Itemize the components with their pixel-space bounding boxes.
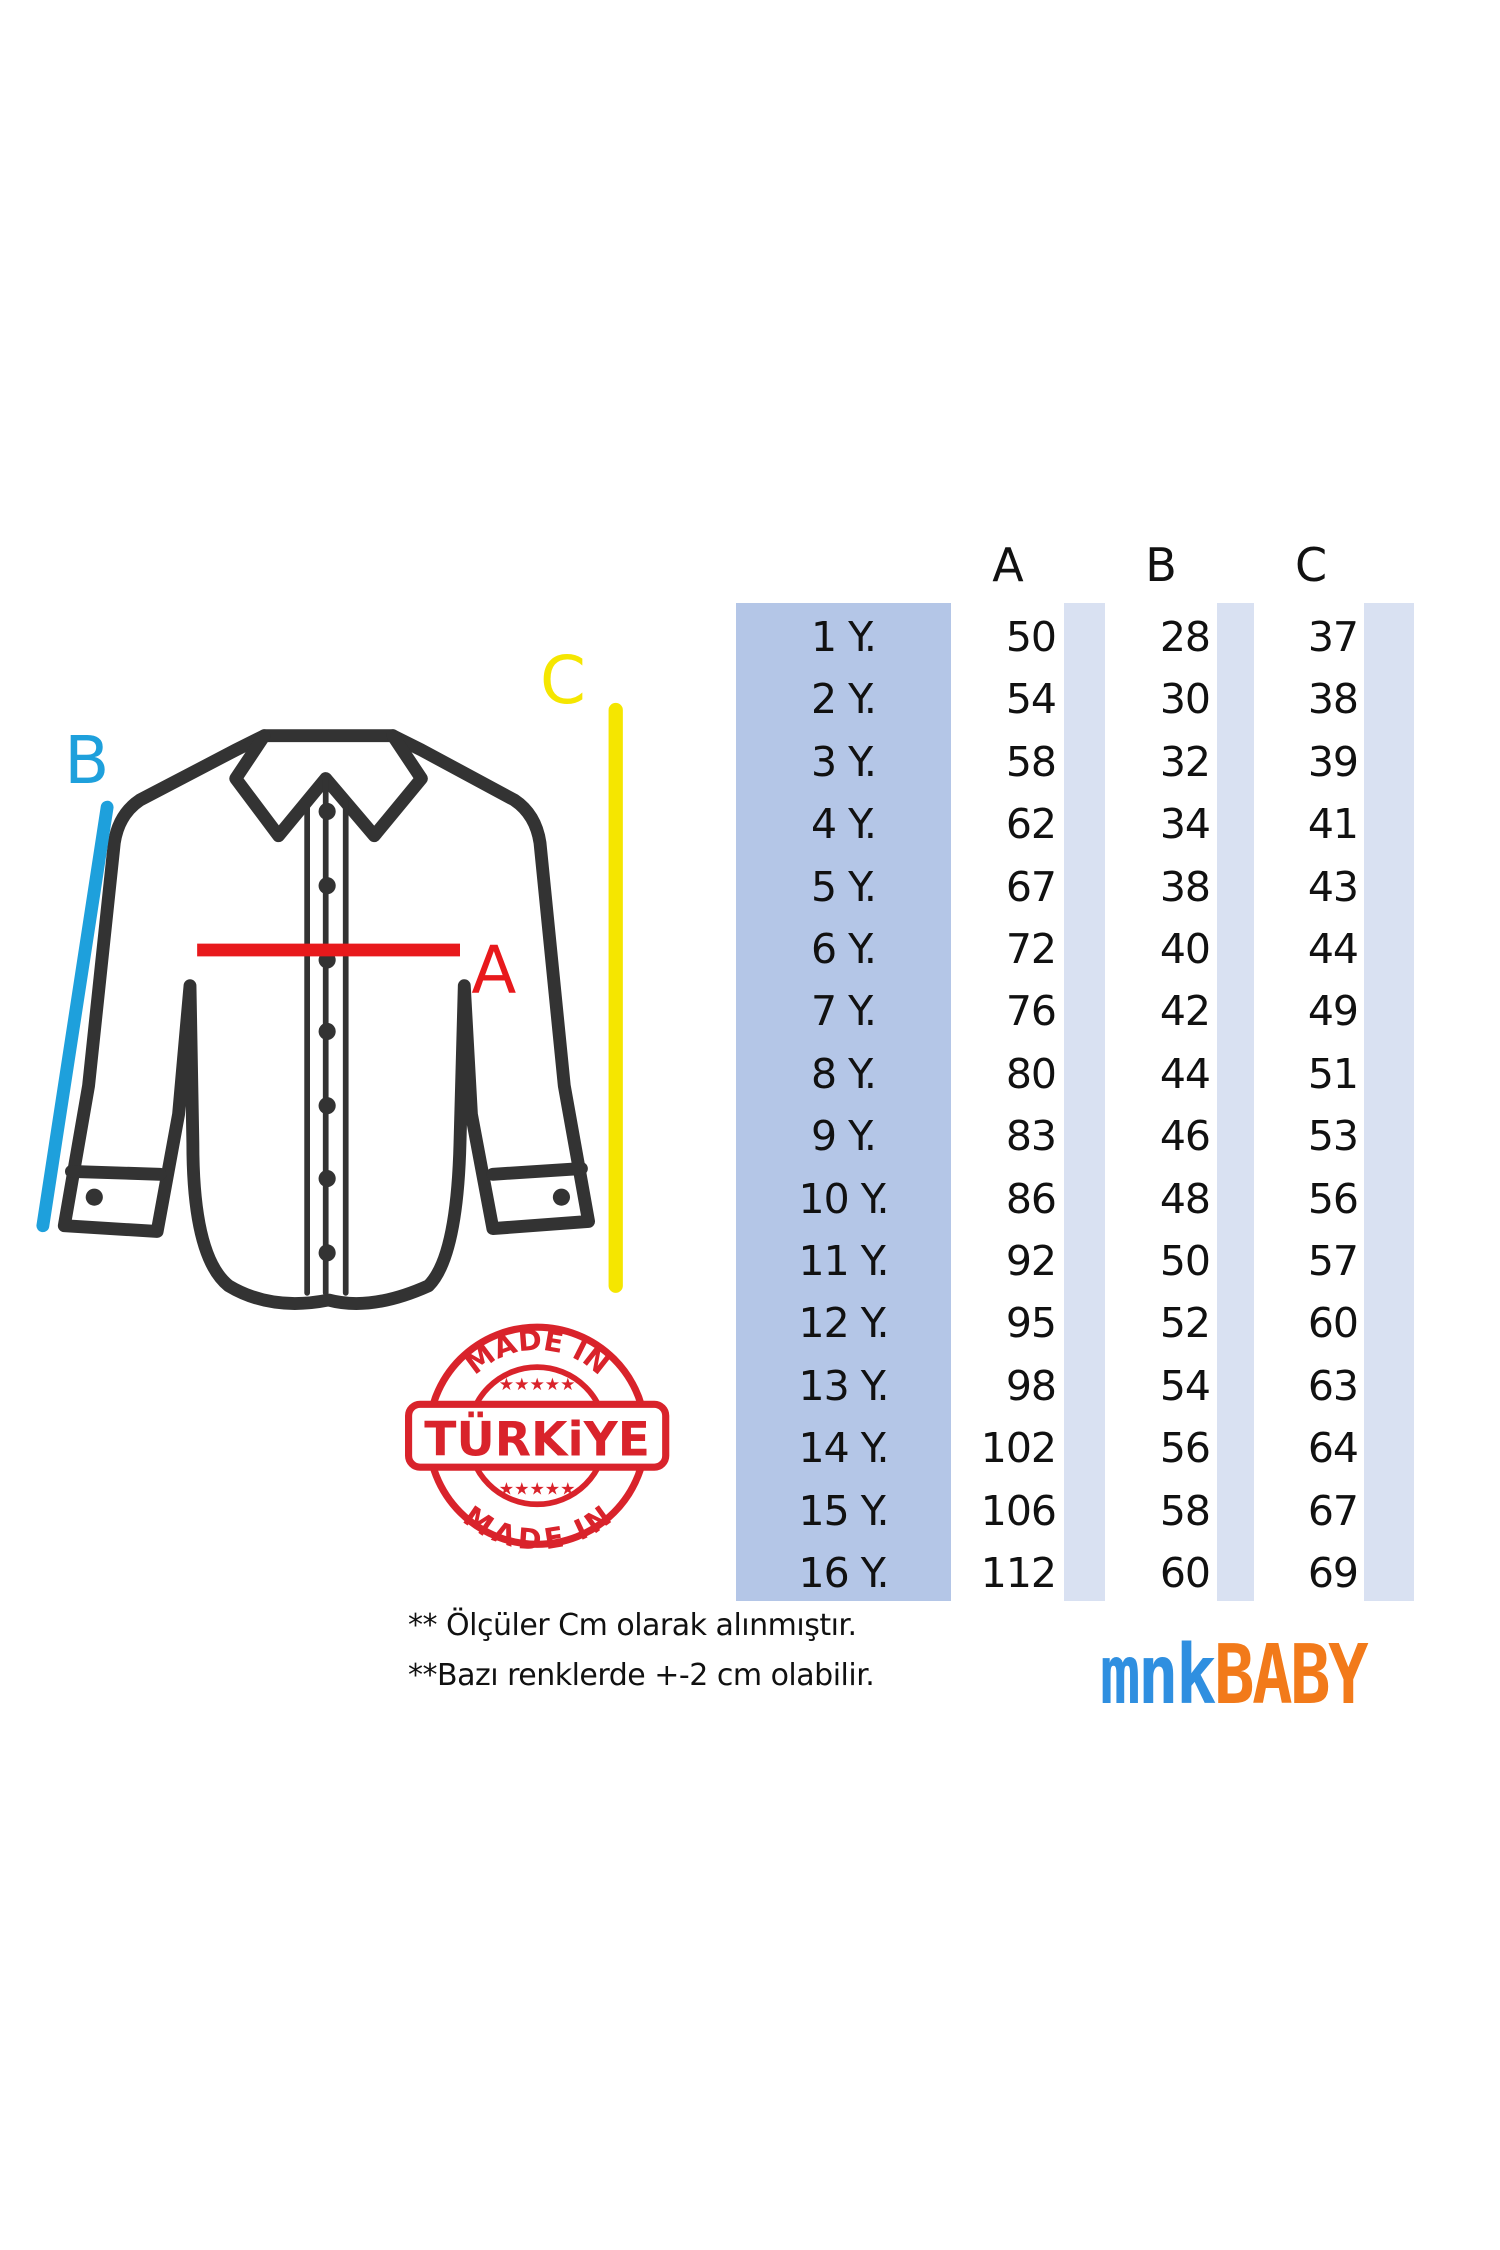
measure-c: 63: [1307, 1361, 1359, 1410]
shirt-outline: [57, 729, 595, 1310]
measure-a: 98: [1005, 1361, 1057, 1410]
measure-c: 53: [1307, 1112, 1359, 1161]
measure-b: 32: [1159, 737, 1211, 786]
measure-a: 54: [1005, 675, 1057, 724]
measure-c: 67: [1307, 1486, 1359, 1535]
measure-a: 80: [1005, 1049, 1057, 1098]
svg-text:★★★★★: ★★★★★: [499, 1479, 576, 1499]
measure-a: 95: [1005, 1299, 1057, 1348]
measure-a: 62: [1005, 800, 1057, 849]
measure-a: 106: [980, 1486, 1057, 1535]
measure-c: 38: [1307, 675, 1359, 724]
measure-b: 44: [1159, 1049, 1211, 1098]
measure-line-b: [36, 800, 114, 1233]
column-stripe: [1364, 603, 1414, 1601]
measure-a: 76: [1005, 987, 1057, 1036]
measure-c: 64: [1307, 1424, 1359, 1473]
size-label: 2 Y.: [811, 675, 877, 724]
measure-b: 58: [1159, 1486, 1211, 1535]
size-label: 1 Y.: [811, 613, 877, 661]
brand-logo: MNKBABY: [1100, 1628, 1369, 1723]
header-c: C: [1294, 538, 1328, 592]
measure-b: 34: [1159, 800, 1211, 849]
svg-text:★★★★★: ★★★★★: [499, 1375, 576, 1395]
measure-b: 48: [1159, 1174, 1211, 1223]
label-a: A: [471, 933, 516, 1009]
measure-c: 41: [1307, 800, 1359, 849]
label-c: C: [540, 643, 586, 719]
measure-b: 50: [1159, 1237, 1211, 1285]
measure-c: 51: [1307, 1049, 1359, 1098]
size-label: 10 Y.: [798, 1174, 890, 1223]
measure-a: 67: [1005, 862, 1057, 911]
svg-text:TÜRKiYE: TÜRKiYE: [424, 1411, 650, 1468]
made-in-turkiye-badge: MADE IN MADE IN ★★★★★ ★★★★★ TÜRKiYE: [405, 1322, 670, 1556]
measure-c: 44: [1307, 925, 1359, 973]
size-label: 12 Y.: [798, 1299, 890, 1348]
size-label: 9 Y.: [811, 1112, 877, 1161]
measure-b: 46: [1159, 1112, 1211, 1161]
measure-b: 38: [1159, 862, 1211, 911]
size-label: 7 Y.: [811, 987, 877, 1036]
size-label: 15 Y.: [798, 1486, 890, 1535]
note-units: ** Ölçüler Cm olarak alınmıştır.: [408, 1608, 857, 1643]
label-b: B: [64, 723, 109, 799]
column-stripe: [1064, 603, 1105, 1601]
size-label: 11 Y.: [798, 1237, 890, 1285]
header-b: B: [1145, 538, 1177, 592]
size-column-bg: [736, 603, 951, 1601]
measure-c: 69: [1307, 1549, 1359, 1597]
size-label: 14 Y.: [798, 1424, 890, 1473]
header-a: A: [992, 538, 1024, 592]
measure-a: 86: [1005, 1174, 1057, 1223]
measure-a: 58: [1005, 737, 1057, 786]
size-label: 5 Y.: [811, 862, 877, 911]
measure-b: 42: [1159, 987, 1211, 1036]
measure-b: 40: [1159, 925, 1211, 973]
measure-b: 52: [1159, 1299, 1211, 1348]
measure-b: 60: [1159, 1549, 1211, 1597]
size-label: 16 Y.: [798, 1549, 890, 1597]
measure-a: 102: [980, 1424, 1057, 1473]
measure-a: 50: [1005, 613, 1057, 661]
svg-text:MADE IN: MADE IN: [458, 1322, 616, 1381]
measure-c: 43: [1307, 862, 1359, 911]
size-label: 4 Y.: [811, 800, 877, 849]
measure-b: 28: [1159, 613, 1211, 661]
measure-a: 72: [1005, 925, 1057, 973]
measure-c: 39: [1307, 737, 1359, 786]
measure-a: 112: [980, 1549, 1057, 1597]
measure-a: 92: [1005, 1237, 1057, 1285]
measure-c: 57: [1307, 1237, 1359, 1285]
size-label: 3 Y.: [811, 737, 877, 786]
size-label: 13 Y.: [798, 1361, 890, 1410]
size-label: 8 Y.: [811, 1049, 877, 1098]
measure-b: 30: [1159, 675, 1211, 724]
measure-c: 60: [1307, 1299, 1359, 1348]
measure-c: 37: [1307, 613, 1359, 661]
measure-b: 56: [1159, 1424, 1211, 1473]
measure-c: 56: [1307, 1174, 1359, 1223]
measure-a: 83: [1005, 1112, 1057, 1161]
measure-c: 49: [1307, 987, 1359, 1036]
size-label: 6 Y.: [811, 925, 877, 973]
column-stripe: [1217, 603, 1254, 1601]
measure-b: 54: [1159, 1361, 1211, 1410]
note-tolerance: **Bazı renklerde +-2 cm olabilir.: [408, 1658, 875, 1693]
